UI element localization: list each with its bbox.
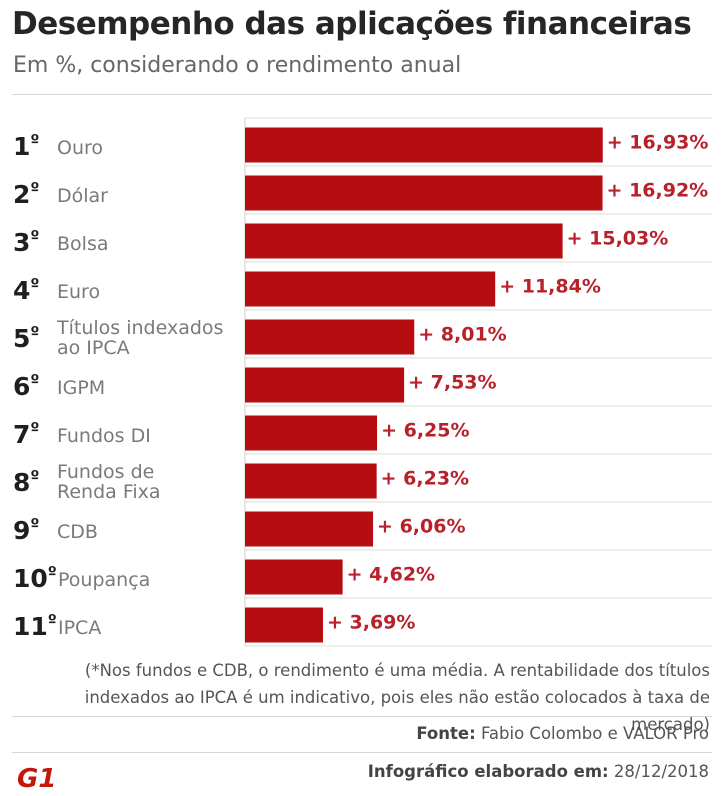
category-label: Ouro (57, 137, 103, 159)
rank-label: 10º (13, 563, 57, 593)
bar-4 (245, 271, 496, 307)
source-label: Fonte: (416, 724, 476, 743)
bar-6 (245, 367, 405, 403)
rank-ordinal: º (30, 467, 39, 486)
source-text: Fabio Colombo e VALOR Pro (480, 724, 709, 743)
rank-number: 9 (13, 516, 30, 545)
bar-7 (245, 415, 378, 451)
bar-5 (245, 319, 415, 355)
rank-ordinal: º (30, 131, 39, 150)
bar-11 (245, 607, 323, 643)
rank-number: 11 (13, 612, 48, 641)
bar-9 (245, 511, 374, 547)
rank-label: 3º (13, 227, 39, 257)
rank-label: 5º (13, 323, 39, 353)
footnote-line-2: indexados ao IPCA é um indicativo, pois … (84, 688, 710, 734)
rank-ordinal: º (30, 419, 39, 438)
rank-label: 7º (13, 419, 39, 449)
rank-number: 8 (13, 468, 30, 497)
category-label: Euro (57, 281, 100, 303)
credit-line: Infográfico elaborado em: 28/12/2018 (368, 762, 709, 781)
value-label: + 6,25% (381, 420, 469, 442)
rank-label: 1º (13, 131, 39, 161)
credit-label: Infográfico elaborado em: (367, 762, 609, 781)
rank-number: 1 (13, 132, 30, 161)
value-label: + 15,03% (567, 228, 669, 250)
bar-1 (245, 127, 603, 163)
bottom-divider (12, 752, 712, 753)
rank-number: 3 (13, 228, 30, 257)
rank-number: 10 (13, 564, 48, 593)
rank-ordinal: º (30, 179, 39, 198)
bar-8 (245, 463, 377, 499)
category-label: Bolsa (57, 233, 108, 255)
value-label: + 6,23% (381, 468, 469, 490)
chart-subtitle: Em %, considerando o rendimento anual (13, 53, 462, 78)
g1-logo: G1 (17, 764, 56, 791)
rank-number: 6 (13, 372, 30, 401)
value-label: + 16,93% (607, 132, 709, 154)
category-label-line: Títulos indexados (56, 317, 223, 339)
value-label: + 11,84% (499, 276, 601, 298)
bar-10 (245, 559, 343, 595)
footnote: (*Nos fundos e CDB, o rendimento é uma m… (20, 657, 710, 738)
rank-number: 4 (13, 276, 30, 305)
category-label: IGPM (57, 377, 105, 399)
footer-divider (12, 716, 712, 717)
category-label: Fundos de Renda Fixa (57, 461, 161, 503)
rank-ordinal: º (30, 227, 39, 246)
rank-ordinal: º (48, 611, 57, 630)
category-label: Fundos DI (57, 425, 151, 447)
category-label: Poupança (58, 569, 150, 591)
chart-title: Desempenho das aplicações financeiras (12, 6, 692, 42)
footnote-line-1: (*Nos fundos e CDB, o rendimento é uma m… (84, 661, 710, 680)
bar-3 (245, 223, 563, 259)
category-label: IPCA (58, 617, 101, 639)
rank-ordinal: º (30, 371, 39, 390)
source-line: Fonte: Fabio Colombo e VALOR Pro (416, 724, 709, 743)
category-label-line: Renda Fixa (57, 481, 161, 503)
rank-number: 2 (13, 180, 30, 209)
rank-label: 4º (13, 275, 39, 305)
category-label: CDB (57, 521, 98, 543)
rank-ordinal: º (30, 515, 39, 534)
rank-label: 11º (13, 611, 57, 641)
rank-number: 5 (13, 324, 30, 353)
value-label: + 7,53% (408, 372, 496, 394)
category-label-line: ao IPCA (57, 337, 130, 359)
category-label-line: Fundos de (57, 461, 154, 483)
top-divider (12, 94, 712, 95)
rank-label: 6º (13, 371, 39, 401)
rank-ordinal: º (48, 563, 57, 582)
value-label: + 3,69% (327, 612, 415, 634)
bar-2 (245, 175, 603, 211)
value-label: + 8,01% (418, 324, 506, 346)
credit-date: 28/12/2018 (613, 762, 709, 781)
value-label: + 16,92% (607, 180, 709, 202)
value-label: + 4,62% (347, 564, 435, 586)
rank-label: 9º (13, 515, 39, 545)
rank-ordinal: º (30, 275, 39, 294)
g1-logo-text: G1 (17, 764, 56, 791)
rank-ordinal: º (30, 323, 39, 342)
rank-label: 8º (13, 467, 39, 497)
rank-number: 7 (13, 420, 30, 449)
category-label: Títulos indexados ao IPCA (56, 317, 223, 359)
value-label: + 6,06% (377, 516, 465, 538)
category-label: Dólar (57, 185, 108, 207)
rank-label: 2º (13, 179, 39, 209)
